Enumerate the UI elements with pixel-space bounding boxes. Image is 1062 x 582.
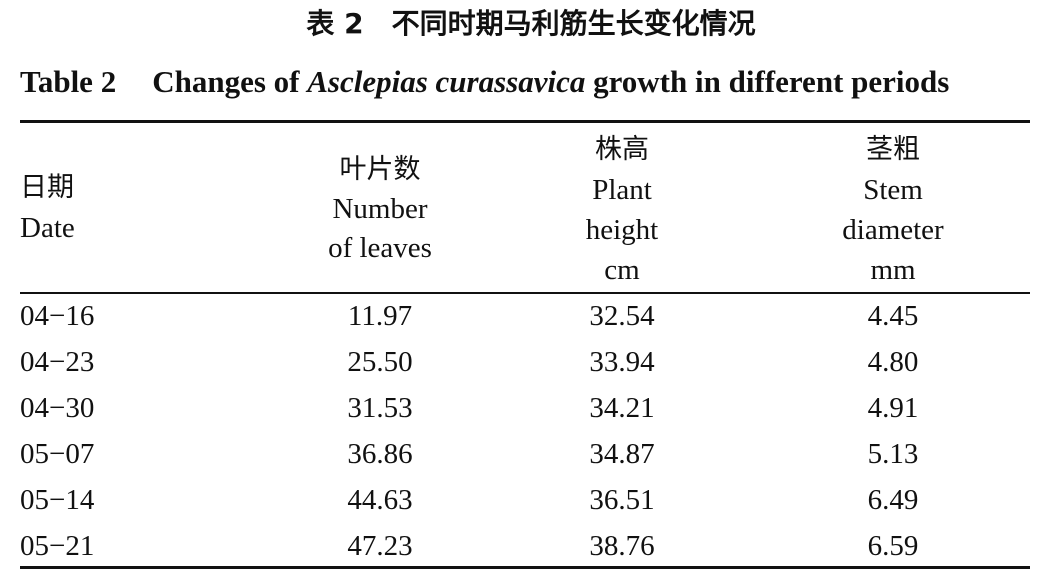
value-cell: 11.97 — [347, 300, 413, 332]
date-cell: 05−07 — [20, 438, 95, 470]
value-cell: 34.21 — [589, 392, 655, 424]
header-cn: 茎粗 — [866, 134, 920, 165]
value-cell: 44.63 — [347, 484, 413, 516]
header-en: mm — [870, 254, 916, 286]
header-en: height — [585, 214, 659, 246]
title-cn: 表 2 不同时期马利筋生长变化情况 — [306, 7, 756, 40]
header-en: Plant — [592, 174, 652, 206]
header-en: cm — [604, 254, 640, 286]
bottom-rule — [20, 566, 1030, 569]
value-cell: 38.76 — [589, 530, 655, 562]
value-cell: 5.13 — [867, 438, 919, 470]
header-en: diameter — [842, 214, 944, 246]
mid-rule — [20, 292, 1030, 294]
top-rule — [20, 120, 1030, 123]
value-cell: 4.45 — [867, 300, 919, 332]
value-cell: 34.87 — [589, 438, 655, 470]
table-label: Table 2 — [20, 64, 117, 99]
header-cn: 株高 — [595, 134, 649, 165]
species-name: Asclepias curassavica — [307, 64, 586, 99]
value-cell: 47.23 — [347, 530, 413, 562]
header-en: Date — [20, 212, 75, 244]
header-en: Stem — [863, 174, 923, 206]
date-cell: 05−14 — [20, 484, 95, 516]
value-cell: 6.59 — [867, 530, 919, 562]
header-cn: 日期 — [20, 172, 74, 203]
header-cn: 叶片数 — [339, 154, 421, 185]
date-cell: 04−16 — [20, 300, 95, 332]
date-cell: 04−23 — [20, 346, 95, 378]
value-cell: 36.51 — [589, 484, 655, 516]
date-cell: 05−21 — [20, 530, 95, 562]
title-text: Changes of — [152, 64, 300, 99]
title-en: Table 2 Changes of Asclepias curassavica … — [20, 66, 949, 97]
value-cell: 4.91 — [867, 392, 919, 424]
value-cell: 6.49 — [867, 484, 919, 516]
value-cell: 36.86 — [347, 438, 413, 470]
date-cell: 04−30 — [20, 392, 95, 424]
value-cell: 32.54 — [589, 300, 655, 332]
value-cell: 33.94 — [589, 346, 655, 378]
value-cell: 31.53 — [347, 392, 413, 424]
value-cell: 25.50 — [347, 346, 413, 378]
header-en: of leaves — [328, 232, 432, 264]
header-en: Number — [332, 193, 428, 225]
title-text: growth in different periods — [593, 64, 950, 99]
value-cell: 4.80 — [867, 346, 919, 378]
